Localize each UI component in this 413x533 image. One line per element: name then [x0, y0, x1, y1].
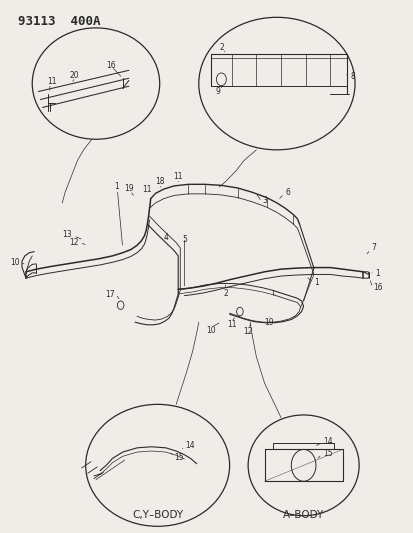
Text: 19: 19	[263, 318, 273, 327]
Text: 12: 12	[69, 238, 78, 247]
Text: 20: 20	[69, 71, 78, 80]
Text: 6: 6	[285, 188, 290, 197]
Text: 16: 16	[106, 61, 116, 69]
Text: 5: 5	[181, 236, 186, 245]
Text: C,Y–BODY: C,Y–BODY	[132, 510, 183, 520]
Text: 19: 19	[124, 183, 133, 192]
Text: 11: 11	[47, 77, 57, 86]
Text: 15: 15	[322, 449, 332, 458]
Text: 8: 8	[350, 72, 355, 81]
Text: 2: 2	[219, 43, 223, 52]
Text: 14: 14	[322, 437, 332, 446]
Text: 14: 14	[185, 441, 195, 450]
Text: 1: 1	[375, 269, 380, 278]
Text: 1: 1	[114, 182, 119, 191]
Text: 12: 12	[243, 327, 252, 336]
Text: 3: 3	[262, 196, 267, 205]
Text: 10: 10	[10, 258, 20, 266]
Text: 18: 18	[154, 177, 164, 186]
Text: 11: 11	[142, 185, 152, 194]
Text: 10: 10	[206, 326, 216, 335]
Text: 15: 15	[174, 453, 183, 462]
Text: 11: 11	[226, 320, 236, 329]
Text: 93113  400A: 93113 400A	[18, 14, 100, 28]
Text: 2: 2	[223, 288, 227, 297]
Text: 9: 9	[215, 87, 220, 96]
Text: 13: 13	[62, 230, 72, 239]
Text: 17: 17	[104, 289, 114, 298]
Text: 7: 7	[370, 244, 375, 253]
Text: 16: 16	[373, 283, 382, 292]
Text: 4: 4	[163, 233, 168, 242]
Text: 11: 11	[173, 172, 183, 181]
Text: 1: 1	[313, 278, 318, 287]
Text: A–BODY: A–BODY	[282, 510, 323, 520]
